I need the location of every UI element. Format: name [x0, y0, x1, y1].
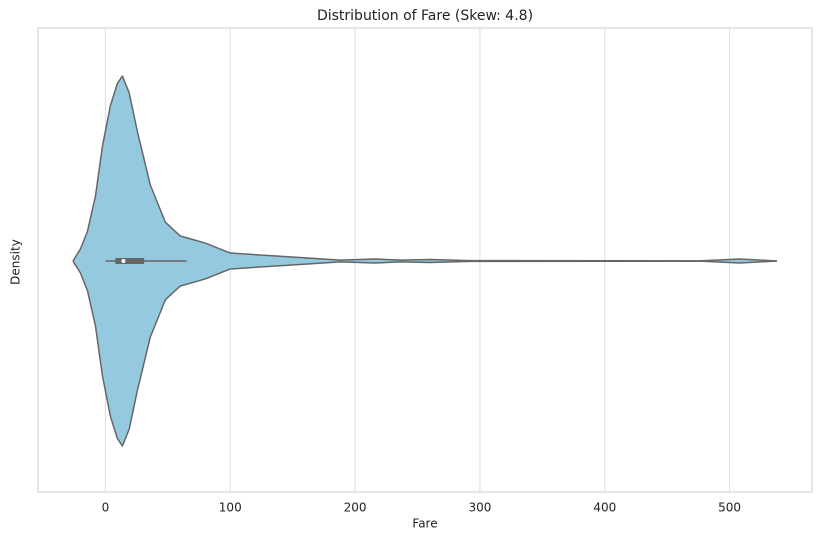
x-tick-label: 500 [718, 501, 741, 515]
x-tick-label: 200 [344, 501, 367, 515]
median [121, 259, 126, 263]
x-axis-label: Fare [412, 517, 437, 531]
x-tick-label: 100 [219, 501, 242, 515]
plot-frame [37, 27, 813, 493]
violin-lower [72, 260, 778, 447]
box [115, 258, 145, 264]
x-tick-label: 300 [468, 501, 491, 515]
x-tick-label: 400 [593, 501, 616, 515]
chart-title: Distribution of Fare (Skew: 4.8) [317, 8, 533, 24]
x-tick-label: 0 [102, 501, 110, 515]
y-axis-label: Density [9, 239, 23, 285]
violin-upper [72, 75, 778, 262]
